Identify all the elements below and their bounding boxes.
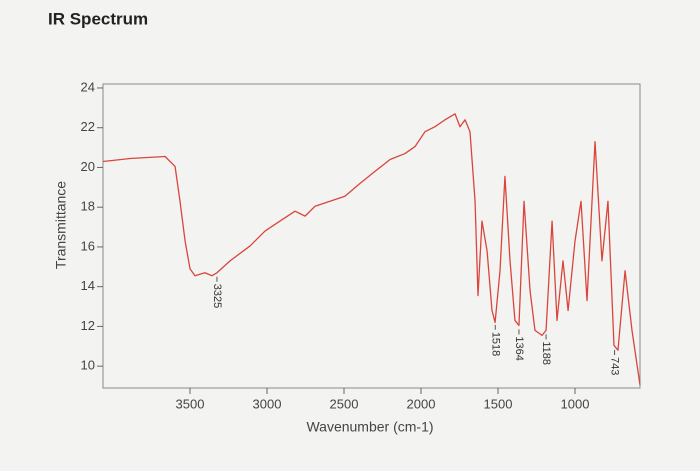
y-tick-label: 22 [81, 119, 95, 134]
annotation: 743 [609, 357, 621, 375]
y-tick-label: 18 [81, 199, 95, 214]
y-tick-label: 10 [81, 358, 95, 373]
y-axis-label: Transmittance [53, 181, 69, 269]
y-tick-label: 20 [81, 159, 95, 174]
spectrum-line [102, 113, 641, 386]
y-tick-label: 16 [81, 238, 95, 253]
y-tick-label: 14 [81, 278, 95, 293]
annotation: 1364 [513, 336, 525, 360]
chart-title: IR Spectrum [48, 9, 148, 28]
y-tick-label: 12 [81, 318, 95, 333]
annotation: 3325 [211, 284, 223, 308]
y-tick-label: 24 [81, 79, 95, 94]
x-tick-label: 3500 [176, 396, 205, 411]
annotation: 1188 [540, 341, 552, 365]
x-tick-label: 3000 [253, 396, 282, 411]
x-tick-label: 1000 [561, 396, 590, 411]
plot-frame [102, 83, 641, 389]
annotation: 1518 [489, 332, 501, 356]
x-tick-label: 2500 [330, 396, 359, 411]
x-tick-label: 1500 [484, 396, 513, 411]
x-axis-label: Wavenumber (cm-1) [306, 419, 433, 435]
x-tick-label: 2000 [407, 396, 436, 411]
